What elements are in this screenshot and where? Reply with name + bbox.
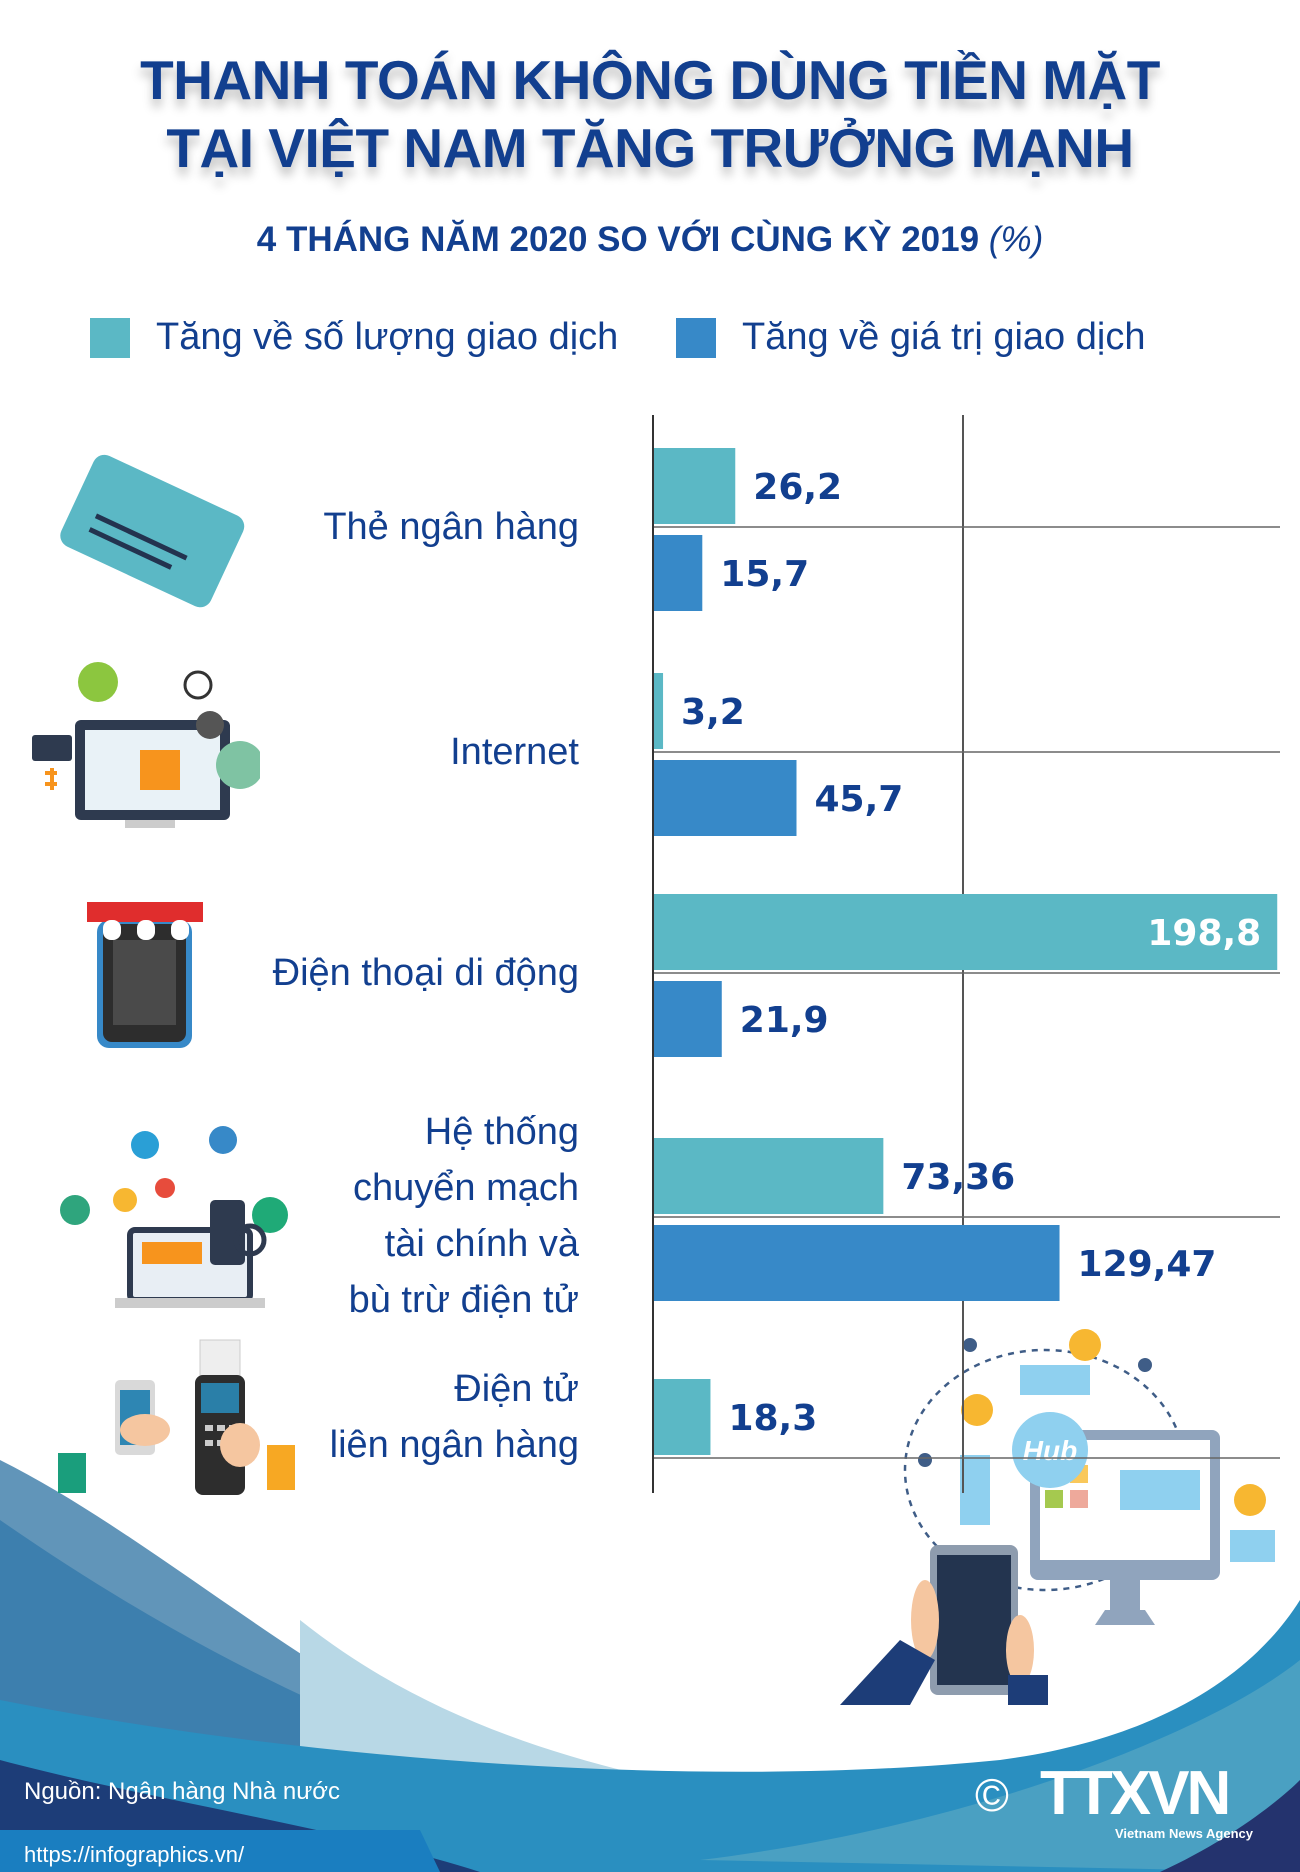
subtitle-text: 4 THÁNG NĂM 2020 SO VỚI CÙNG KỲ 2019 (256, 220, 980, 259)
category-label-line: Thẻ ngân hàng (323, 506, 579, 548)
financial-switch-icon (60, 1126, 288, 1308)
category-label: Internet (450, 724, 579, 780)
bar-value (653, 535, 703, 611)
legend-swatch-value (676, 317, 716, 358)
legend-item-count: Tăng về số lượng giao dịch (90, 316, 618, 359)
ttxvn-logo: TTXVN (1040, 1759, 1231, 1828)
logo-subtitle: Vietnam News Agency (1115, 1826, 1253, 1841)
bar-count (653, 673, 664, 749)
credit-card-icon (60, 454, 245, 608)
category-label-line: liên ngân hàng (329, 1424, 579, 1466)
interbank-transfer-icon (58, 1339, 295, 1495)
mobile-store-icon (87, 902, 203, 1048)
data-label: 129,47 (1078, 1244, 1217, 1285)
category-label: Thẻ ngân hàng (323, 499, 579, 555)
data-label: 21,9 (740, 1000, 829, 1041)
source-url[interactable]: https://infographics.vn/ (24, 1842, 245, 1867)
data-label: 3,2 (681, 692, 745, 733)
category-label-line: Điện tử (454, 1368, 579, 1410)
category-label-line: tài chính và (384, 1223, 579, 1265)
data-label: 45,7 (814, 779, 903, 820)
copyright-icon: © (975, 1769, 1009, 1821)
hub-computer-icon: Hub (840, 1329, 1275, 1705)
data-label: 73,36 (901, 1157, 1015, 1198)
title-line-2: TẠI VIỆT NAM TĂNG TRƯỞNG MẠNH (166, 117, 1134, 179)
legend-swatch-count (90, 317, 130, 358)
hub-label: Hub (1023, 1435, 1077, 1466)
source-text: Nguồn: Ngân hàng Nhà nước (24, 1778, 341, 1805)
category-label-line: bù trừ điện tử (348, 1279, 579, 1321)
category-label: Điện thoại di động (273, 945, 579, 1001)
category-label-line: chuyển mạch (352, 1167, 579, 1209)
category-label-line: Điện thoại di động (272, 952, 579, 994)
bar-value (653, 760, 797, 836)
data-label: 26,2 (753, 467, 842, 508)
subtitle-unit: (%) (988, 220, 1044, 259)
data-label: 18,3 (728, 1398, 817, 1439)
category-label-line: Internet (450, 731, 579, 773)
data-label: 198,8 (1147, 913, 1261, 954)
bar-count (653, 448, 736, 524)
bar-value (653, 1225, 1060, 1301)
bar-count (653, 1379, 711, 1455)
category-label: Điện tử liên ngân hàng (330, 1361, 579, 1473)
legend-label-count: Tăng về số lượng giao dịch (156, 316, 619, 358)
subtitle: 4 THÁNG NĂM 2020 SO VỚI CÙNG KỲ 2019 (%) (0, 220, 1300, 260)
bar-count (653, 894, 1278, 970)
bar-value (653, 981, 722, 1057)
data-label: 15,7 (720, 554, 809, 595)
title-line-1: THANH TOÁN KHÔNG DÙNG TIỀN MẶT (140, 49, 1160, 111)
internet-shopping-icon (32, 662, 260, 828)
legend-label-value: Tăng về giá trị giao dịch (742, 316, 1146, 358)
category-label-line: Hệ thống (424, 1111, 579, 1153)
category-label: Hệ thống chuyển mạch tài chính và bù trừ đi… (349, 1104, 579, 1328)
legend-item-value: Tăng về giá trị giao dịch (676, 316, 1145, 359)
bar-count (653, 1138, 884, 1214)
